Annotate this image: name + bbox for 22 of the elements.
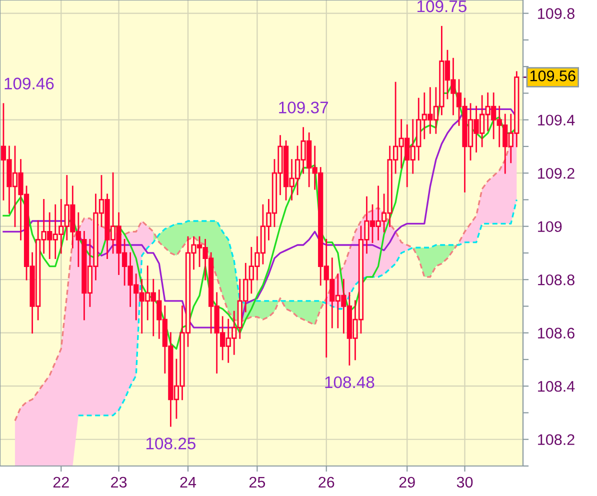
text: 109.56 (530, 70, 576, 82)
annotation: 108.25 (146, 438, 196, 450)
y-tick-label: 108.6 (538, 328, 574, 339)
annotation: 109.46 (4, 78, 54, 90)
x-tick-label: 23 (111, 476, 127, 488)
annotation: 109.37 (279, 102, 328, 114)
annotation: 109.75 (417, 0, 466, 12)
y-tick-label: 109.4 (538, 114, 575, 126)
y-tick-label: 108.4 (538, 380, 575, 392)
line-series (78, 198, 518, 416)
annotation: 108.48 (325, 376, 374, 388)
y-tick-label: 109.8 (538, 8, 574, 19)
y-tick-label: 109.2 (538, 168, 574, 179)
x-tick-label: 22 (53, 476, 69, 488)
y-tick-label: 108.8 (538, 274, 574, 286)
x-tick-label: 25 (249, 476, 266, 488)
y-tick-label: 109 (538, 221, 562, 232)
x-tick-label: 26 (318, 476, 334, 488)
x-tick-label: 30 (456, 476, 473, 488)
x-tick-label: 29 (399, 476, 415, 488)
y-tick-label: 108.2 (538, 434, 574, 446)
x-tick-label: 24 (180, 476, 196, 488)
